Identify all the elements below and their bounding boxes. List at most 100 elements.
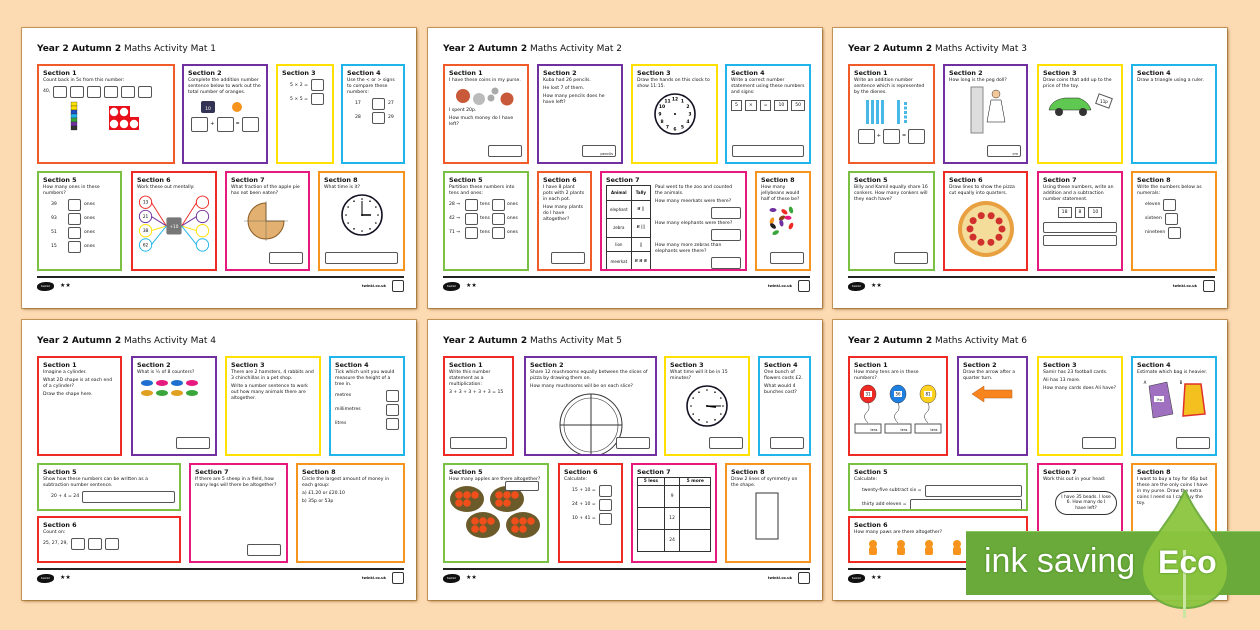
answer-box[interactable] bbox=[598, 498, 612, 511]
answer-box[interactable] bbox=[372, 97, 385, 110]
answer-box-wide[interactable] bbox=[732, 145, 804, 157]
answer-box[interactable] bbox=[1176, 437, 1210, 449]
toy-car-graphic: 11p bbox=[1048, 93, 1113, 116]
answer-line[interactable] bbox=[1043, 234, 1117, 246]
answer-box[interactable] bbox=[770, 252, 804, 264]
tigers-icon-graphic bbox=[869, 539, 989, 555]
answer-box[interactable] bbox=[310, 79, 324, 91]
answer-box[interactable] bbox=[465, 212, 478, 225]
answer-row: sixteen bbox=[1145, 212, 1211, 225]
answer-box[interactable] bbox=[894, 252, 928, 264]
answer-box[interactable]: pencils bbox=[582, 145, 616, 157]
answer-box-wide[interactable] bbox=[450, 437, 507, 449]
section-heading: Section 7 bbox=[606, 176, 640, 184]
answer-box[interactable] bbox=[909, 498, 1022, 509]
answer-box[interactable] bbox=[551, 252, 585, 264]
answer-box[interactable] bbox=[598, 484, 612, 497]
answer-box[interactable] bbox=[68, 226, 81, 239]
answer-box[interactable] bbox=[53, 85, 68, 98]
answer-box[interactable] bbox=[465, 198, 478, 211]
bubble-text: I have 35 beads. I lose 6. How many do I… bbox=[1055, 490, 1117, 516]
answer-box[interactable] bbox=[104, 85, 119, 98]
answer-box[interactable] bbox=[709, 437, 743, 449]
answer-box[interactable] bbox=[386, 403, 399, 416]
footer-divider bbox=[443, 276, 810, 278]
answer-box[interactable] bbox=[68, 212, 81, 225]
answer-box[interactable] bbox=[70, 85, 85, 98]
pizza-outline bbox=[530, 392, 651, 454]
answer-box[interactable] bbox=[616, 437, 650, 449]
table-cell: 9 bbox=[663, 485, 681, 508]
table-cell[interactable] bbox=[637, 529, 665, 552]
answer-box[interactable] bbox=[883, 128, 900, 144]
answer-box[interactable] bbox=[68, 198, 81, 211]
answer-box[interactable] bbox=[247, 544, 281, 556]
section-2: Section 2 Draw the arrow after a quarter … bbox=[957, 356, 1028, 456]
answer-box[interactable] bbox=[491, 212, 505, 225]
table-cell[interactable] bbox=[679, 485, 711, 508]
answer-box-wide[interactable] bbox=[325, 252, 398, 264]
answer-box[interactable] bbox=[138, 85, 153, 98]
answer-box[interactable] bbox=[386, 417, 399, 430]
answer-box[interactable] bbox=[465, 226, 478, 239]
svg-text:1: 1 bbox=[680, 98, 683, 104]
answer-box[interactable]: cm bbox=[987, 145, 1021, 157]
table-cell: lion bbox=[606, 236, 632, 253]
table-row: zebra 𝍸 ||| bbox=[606, 218, 652, 238]
section-text: What would 4 bunches cost? bbox=[764, 383, 797, 395]
answer-box[interactable] bbox=[386, 389, 399, 402]
answer-box[interactable] bbox=[87, 85, 102, 98]
answer-box[interactable] bbox=[216, 116, 234, 132]
answer-box[interactable] bbox=[269, 252, 303, 264]
number-sentence: + = bbox=[854, 128, 929, 144]
answer-box[interactable] bbox=[68, 240, 81, 253]
section-2: Section 2 Kuba had 26 pencils. He lost 7 o… bbox=[537, 64, 623, 164]
answer-box[interactable] bbox=[241, 116, 259, 132]
operator: + bbox=[210, 121, 215, 128]
answer-box[interactable] bbox=[1164, 212, 1178, 225]
answer-box[interactable] bbox=[70, 537, 85, 550]
answer-box[interactable] bbox=[505, 481, 539, 491]
answer-box[interactable] bbox=[924, 484, 1022, 497]
table-row: elephant 𝍸 || bbox=[606, 199, 652, 220]
table-cell[interactable] bbox=[637, 507, 665, 530]
answer-box[interactable] bbox=[372, 111, 385, 124]
answer-box[interactable] bbox=[1168, 226, 1182, 239]
answer-box[interactable] bbox=[491, 198, 505, 211]
table-cell: meerkat bbox=[606, 251, 632, 269]
table-cell[interactable] bbox=[637, 485, 665, 508]
section-heading: Section 7 bbox=[231, 176, 265, 184]
section-text: Estimate which bag is heavier. bbox=[1137, 370, 1208, 375]
section-heading: Section 2 bbox=[530, 361, 564, 369]
answer-box[interactable] bbox=[908, 128, 926, 144]
answer-row: 24 + 10 = bbox=[572, 498, 617, 511]
answer-box[interactable] bbox=[1163, 198, 1177, 211]
answer-box[interactable] bbox=[310, 93, 324, 105]
answer-box[interactable] bbox=[711, 206, 741, 219]
answer-box[interactable] bbox=[711, 228, 741, 241]
art-label: tens bbox=[871, 428, 878, 432]
section-8: Section 8 Write the numbers below as nume… bbox=[1131, 171, 1217, 271]
answer-box[interactable] bbox=[1082, 437, 1116, 449]
answer-box[interactable] bbox=[598, 512, 612, 525]
answer-line[interactable] bbox=[1043, 221, 1117, 233]
section-heading: Section 4 bbox=[1137, 69, 1171, 77]
answer-box[interactable] bbox=[121, 85, 136, 98]
table-cell[interactable] bbox=[679, 529, 711, 552]
answer-box[interactable] bbox=[82, 490, 175, 503]
answer-box[interactable] bbox=[770, 437, 804, 449]
answer-box[interactable] bbox=[176, 437, 210, 449]
adding-machine: 13 21 38 62 +10 bbox=[137, 193, 211, 257]
section-3: Section 3 What time will it be in 15 minu… bbox=[664, 356, 750, 456]
answer-box[interactable] bbox=[857, 128, 875, 144]
answer-box[interactable] bbox=[488, 145, 522, 157]
answer-box[interactable] bbox=[711, 256, 741, 269]
section-text: Work this out in your head: bbox=[1043, 477, 1106, 482]
answer-box[interactable] bbox=[87, 537, 102, 550]
apple-baskets bbox=[449, 485, 543, 541]
table-cell[interactable] bbox=[679, 507, 711, 530]
answer-row: 20 + 4 = 24 bbox=[51, 490, 175, 503]
answer-box[interactable] bbox=[191, 116, 209, 132]
answer-box[interactable] bbox=[104, 537, 119, 550]
answer-box[interactable] bbox=[491, 226, 505, 239]
